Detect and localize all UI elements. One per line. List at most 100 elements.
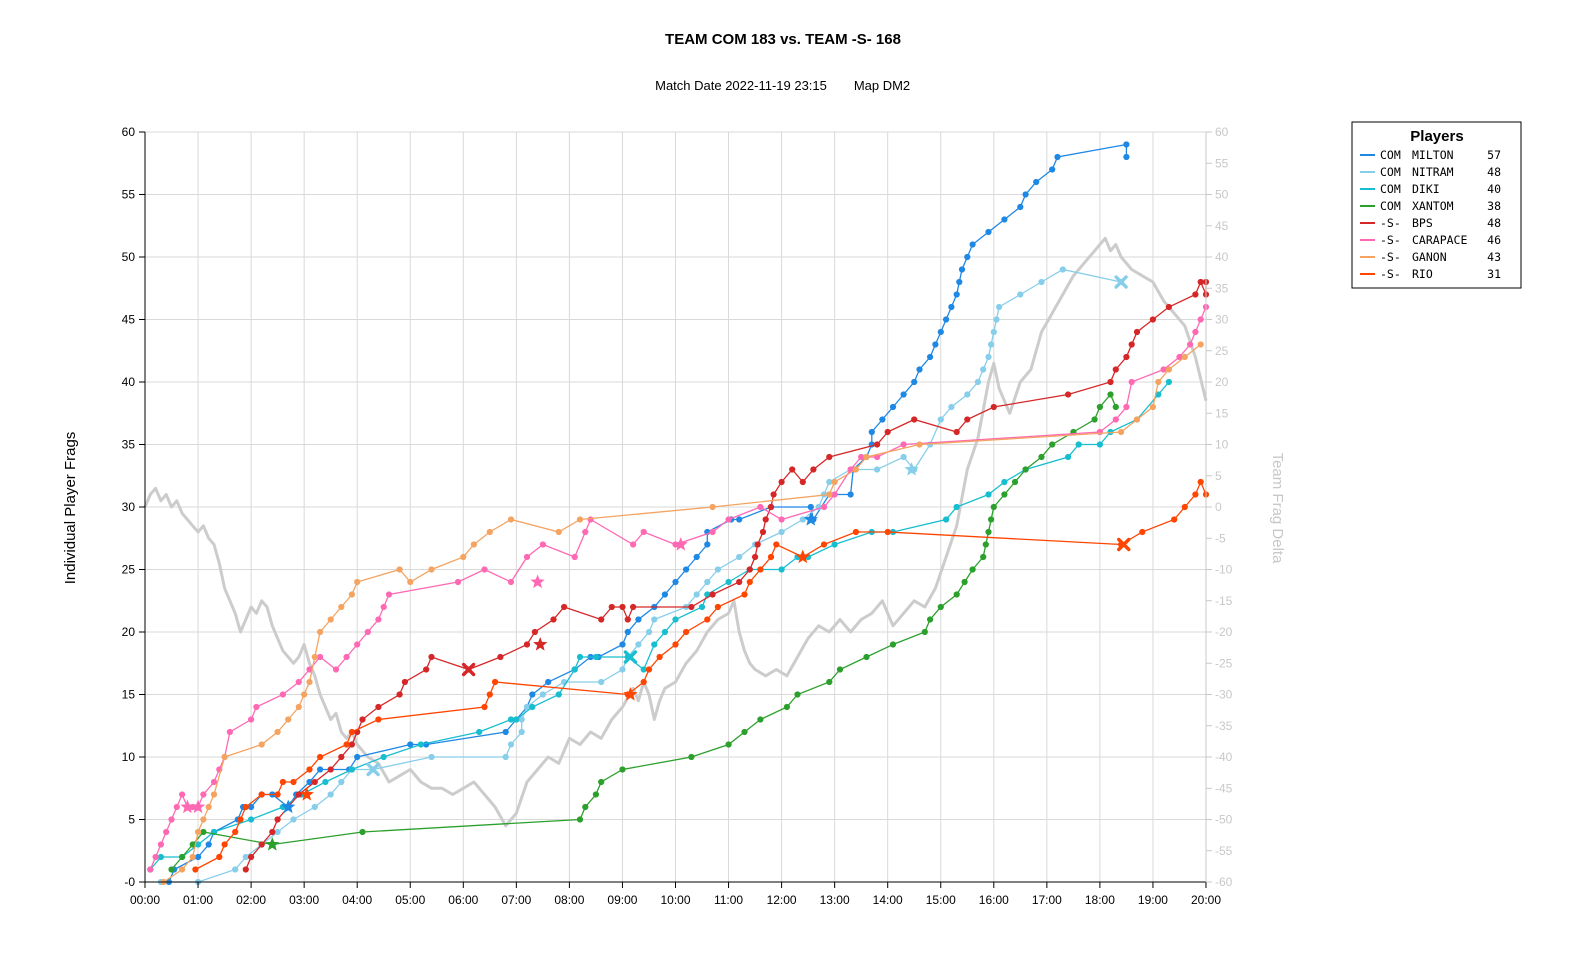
data-point-com-nitram (704, 578, 711, 586)
data-point-s-rio (773, 541, 780, 548)
data-point-com-diki (195, 841, 202, 848)
data-point-s-bps (754, 541, 761, 548)
data-point-s-bps (874, 441, 881, 448)
y2-tick-label: 60 (1215, 125, 1229, 139)
y2-tick-label: -40 (1215, 750, 1233, 764)
data-point-s-carapace (179, 791, 186, 798)
data-point-com-milton (927, 353, 934, 361)
data-point-com-xantom (200, 828, 207, 836)
data-point-s-bps (953, 428, 960, 436)
y2-tick-label: 45 (1215, 219, 1229, 233)
data-point-s-bps (258, 841, 265, 848)
data-point-com-xantom (921, 628, 928, 636)
data-point-com-xantom (982, 541, 989, 548)
data-point-com-diki (725, 578, 732, 586)
data-point-com-nitram (523, 703, 531, 711)
data-point-com-nitram (778, 528, 785, 536)
data-point-s-rio (348, 728, 355, 736)
data-point-s-rio (757, 566, 764, 573)
data-point-s-carapace (210, 778, 218, 786)
data-point-s-ganon (301, 691, 308, 698)
y2-tick-label: 10 (1215, 438, 1229, 452)
data-point-s-carapace (279, 691, 286, 698)
data-point-s-ganon (709, 503, 716, 511)
legend-player-name: XANTOM (1412, 199, 1454, 213)
data-point-com-diki (571, 666, 578, 673)
data-point-com-milton (1033, 178, 1040, 186)
x-tick-label: 18:00 (1085, 893, 1115, 907)
data-point-s-ganon (311, 653, 318, 661)
series-com-diki (147, 378, 1172, 873)
data-point-com-diki (1155, 391, 1162, 398)
data-point-s-rio (1171, 516, 1178, 523)
legend-team: COM (1380, 182, 1401, 196)
data-point-com-diki (1096, 441, 1103, 448)
chart-title: TEAM COM 183 vs. TEAM -S- 168 (665, 31, 901, 48)
y2-tick-label: 25 (1215, 344, 1229, 358)
legend-title: Players (1410, 128, 1463, 145)
y2-tick-label: 50 (1215, 188, 1229, 202)
data-point-com-diki (476, 728, 483, 736)
data-point-s-rio (221, 841, 228, 848)
y2-axis-label: Team Frag Delta (1269, 453, 1286, 565)
data-point-s-ganon (205, 803, 212, 811)
data-point-com-diki (157, 853, 164, 861)
x-tick-label: 16:00 (979, 893, 1009, 907)
legend-player-name: RIO (1412, 267, 1433, 281)
data-point-s-bps (990, 403, 997, 411)
data-point-com-nitram (693, 591, 700, 598)
data-point-s-carapace (539, 541, 547, 548)
data-point-com-xantom (757, 716, 764, 723)
series-line-s-rio (195, 480, 1207, 871)
data-point-s-ganon (354, 578, 361, 586)
data-point-s-bps (884, 428, 891, 436)
data-point-s-bps (396, 691, 403, 698)
data-point-s-bps (274, 816, 281, 823)
legend-player-name: NITRAM (1412, 165, 1454, 179)
data-point-s-bps (1149, 316, 1156, 323)
death-marker-star (530, 574, 545, 589)
data-point-com-milton (969, 241, 976, 248)
data-point-com-milton (911, 378, 918, 386)
data-point-s-carapace (507, 578, 515, 586)
y2-tick-label: -50 (1215, 813, 1233, 827)
data-point-com-nitram (502, 753, 509, 761)
data-point-s-carapace (1112, 416, 1119, 423)
x-tick-label: 02:00 (236, 893, 266, 907)
data-point-com-xantom (937, 603, 944, 611)
death-marker-star (180, 799, 195, 814)
data-point-com-xantom (1038, 453, 1045, 461)
data-point-com-nitram (428, 753, 435, 761)
y2-tick-label: 30 (1215, 313, 1229, 327)
data-point-com-diki (348, 766, 355, 773)
data-point-s-ganon (210, 791, 218, 798)
data-point-s-rio (683, 628, 690, 636)
data-point-s-bps (531, 628, 539, 636)
data-point-s-ganon (285, 716, 292, 723)
legend-entries: COM MILTON 57 COM NITRAM 48 COM DIKI 40 COM XANTOM… (1360, 148, 1501, 281)
data-point-s-bps (759, 528, 767, 536)
data-point-s-carapace (1128, 378, 1135, 386)
data-point-s-carapace (481, 566, 488, 573)
death-marker-cross (1114, 275, 1128, 289)
data-point-com-milton (1001, 216, 1008, 223)
data-point-s-bps (242, 866, 249, 873)
data-point-s-carapace (306, 666, 313, 673)
data-point-com-xantom (1112, 403, 1119, 411)
data-point-com-nitram (619, 666, 626, 673)
y2-tick-label: 35 (1215, 281, 1229, 295)
series-layer (147, 141, 1210, 886)
data-point-s-bps (338, 753, 345, 761)
data-point-s-carapace (157, 841, 164, 848)
data-point-com-nitram (714, 566, 722, 573)
data-point-com-milton (545, 678, 552, 686)
data-point-s-rio (767, 553, 775, 561)
data-point-s-bps (1165, 303, 1172, 311)
data-point-s-rio (746, 578, 753, 586)
data-point-com-xantom (836, 666, 844, 673)
data-point-com-nitram (980, 366, 987, 373)
data-point-s-carapace (248, 716, 255, 723)
data-point-s-rio (242, 803, 249, 811)
data-point-s-carapace (1176, 353, 1183, 361)
